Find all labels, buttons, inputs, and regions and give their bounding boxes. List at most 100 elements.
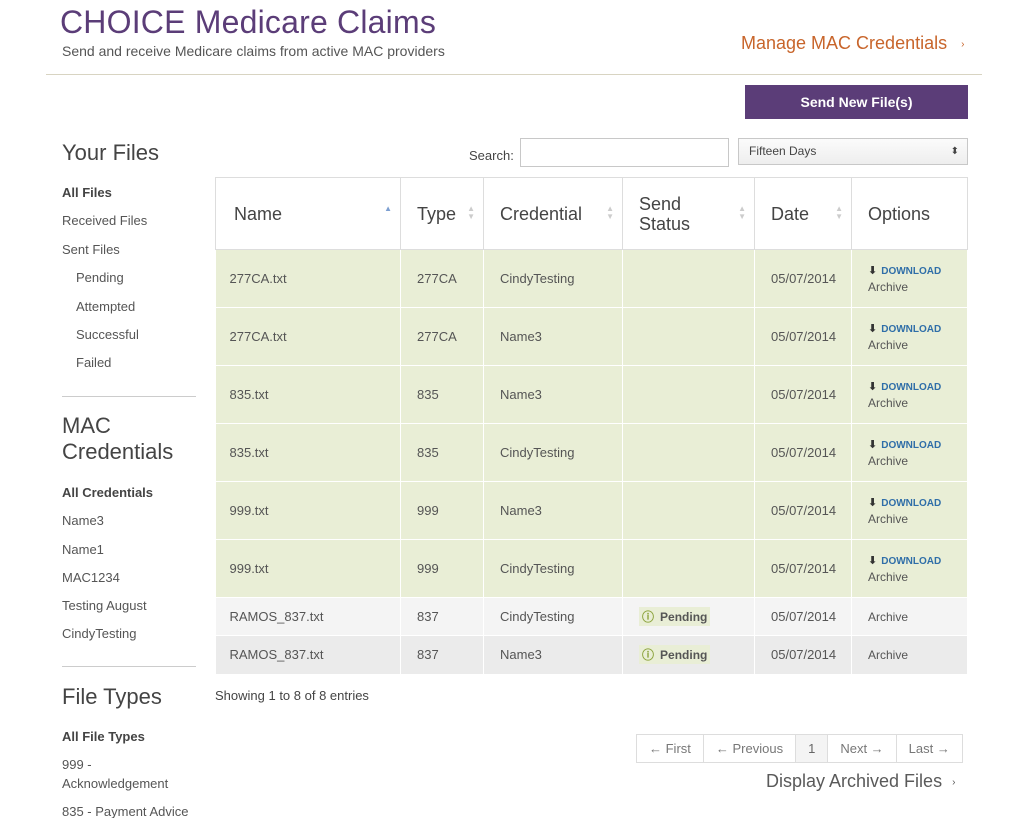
pager-last-button[interactable]: Last → <box>896 735 962 762</box>
sidebar-item-failed[interactable]: Failed <box>76 355 112 370</box>
cell-credential: CindyTesting <box>483 249 623 308</box>
sidebar-item-999-line1: 999 - <box>62 757 92 772</box>
table-row: RAMOS_837.txt 837 Name3 ⓘ Pending 05/07/2… <box>215 635 968 674</box>
download-link[interactable]: ⬇ DOWNLOAD <box>868 496 942 509</box>
sidebar-item-sent-files[interactable]: Sent Files <box>62 242 120 257</box>
cell-name: RAMOS_837.txt <box>215 635 401 674</box>
download-link[interactable]: ⬇ DOWNLOAD <box>868 380 942 393</box>
archive-link[interactable]: Archive <box>868 569 909 584</box>
cell-date: 05/07/2014 <box>754 635 852 674</box>
cell-options: ⬇ DOWNLOAD Archive <box>851 423 968 482</box>
sidebar-divider <box>62 396 196 397</box>
download-link[interactable]: ⬇ DOWNLOAD <box>868 438 942 451</box>
cell-date: 05/07/2014 <box>754 423 852 482</box>
archive-link[interactable]: Archive <box>868 647 909 662</box>
cell-date: 05/07/2014 <box>754 481 852 540</box>
sidebar-item-name3[interactable]: Name3 <box>62 513 104 528</box>
info-icon: ⓘ <box>642 648 655 663</box>
sidebar-item-successful[interactable]: Successful <box>76 327 139 342</box>
archive-link[interactable]: Archive <box>868 609 909 624</box>
cell-status: ⓘ Pending <box>622 597 755 636</box>
cell-status <box>622 481 755 540</box>
search-label: Search: <box>469 148 514 163</box>
table-row: 999.txt 999 Name3 05/07/2014 ⬇ DOWNLOAD A… <box>215 481 968 540</box>
download-icon: ⬇ <box>868 264 878 277</box>
display-archived-files-link[interactable]: Display Archived Files › <box>766 771 955 792</box>
cell-status <box>622 307 755 366</box>
cell-credential: CindyTesting <box>483 597 623 636</box>
column-header-send-status[interactable]: Send Status ▲ ▼ <box>622 177 755 250</box>
your-files-heading: Your Files <box>62 140 160 165</box>
chevron-right-icon: › <box>952 777 956 788</box>
cell-date: 05/07/2014 <box>754 539 852 598</box>
sidebar-item-testing-august[interactable]: Testing August <box>62 598 147 613</box>
mac-credentials-heading: MAC Credentials <box>62 413 173 465</box>
sidebar-item-835[interactable]: 835 - Payment Advice <box>62 804 189 818</box>
cell-type: 835 <box>400 365 484 424</box>
sort-icon: ▲ ▼ <box>738 204 746 221</box>
cell-options: ⬇ DOWNLOAD Archive <box>851 249 968 308</box>
table-row: 835.txt 835 CindyTesting 05/07/2014 ⬇ DOW… <box>215 423 968 482</box>
archive-link[interactable]: Archive <box>868 511 909 526</box>
cell-options: ⬇ DOWNLOAD Archive <box>851 481 968 540</box>
sidebar-item-999-line2: Acknowledgement <box>62 776 169 791</box>
archive-link[interactable]: Archive <box>868 453 909 468</box>
table-row: 835.txt 835 Name3 05/07/2014 ⬇ DOWNLOAD A… <box>215 365 968 424</box>
pager-first-button[interactable]: ← First <box>637 735 704 762</box>
sidebar-item-all-files[interactable]: All Files <box>62 185 112 200</box>
cell-options: ⬇ DOWNLOAD Archive <box>851 539 968 598</box>
cell-type: 835 <box>400 423 484 482</box>
sidebar-item-all-file-types[interactable]: All File Types <box>62 729 145 744</box>
sidebar-item-mac1234[interactable]: MAC1234 <box>62 570 120 585</box>
column-header-type[interactable]: Type ▲ ▼ <box>400 177 484 250</box>
archive-link[interactable]: Archive <box>868 395 909 410</box>
sidebar-item-cindytesting[interactable]: CindyTesting <box>62 626 137 641</box>
archive-link[interactable]: Archive <box>868 337 909 352</box>
cell-date: 05/07/2014 <box>754 307 852 366</box>
date-range-select[interactable]: Fifteen Days ⬍ <box>738 138 968 165</box>
pagination: ← First ← Previous 1 Next → Last → <box>636 734 963 763</box>
cell-date: 05/07/2014 <box>754 597 852 636</box>
cell-options: Archive <box>851 635 968 674</box>
sidebar-item-name1[interactable]: Name1 <box>62 542 104 557</box>
download-icon: ⬇ <box>868 496 878 509</box>
download-link[interactable]: ⬇ DOWNLOAD <box>868 264 942 277</box>
page-title: CHOICE Medicare Claims <box>60 4 437 40</box>
cell-date: 05/07/2014 <box>754 365 852 424</box>
status-badge: ⓘ Pending <box>639 607 711 626</box>
download-icon: ⬇ <box>868 554 878 567</box>
sort-icon: ▲ ▼ <box>606 204 614 221</box>
cell-options: Archive <box>851 597 968 636</box>
cell-type: 277CA <box>400 307 484 366</box>
pager-previous-button[interactable]: ← Previous <box>703 735 797 762</box>
sidebar-item-pending[interactable]: Pending <box>76 270 124 285</box>
cell-credential: CindyTesting <box>483 423 623 482</box>
pager-next-button[interactable]: Next → <box>828 735 897 762</box>
download-icon: ⬇ <box>868 438 878 451</box>
sort-icon: ▲ ▼ <box>467 204 475 221</box>
download-link[interactable]: ⬇ DOWNLOAD <box>868 322 942 335</box>
cell-status <box>622 539 755 598</box>
archive-link[interactable]: Archive <box>868 279 909 294</box>
cell-status <box>622 249 755 308</box>
sidebar-item-received-files[interactable]: Received Files <box>62 213 148 228</box>
column-header-credential[interactable]: Credential ▲ ▼ <box>483 177 623 250</box>
table-row: 277CA.txt 277CA Name3 05/07/2014 ⬇ DOWNLO… <box>215 307 968 366</box>
cell-credential: Name3 <box>483 481 623 540</box>
send-new-files-button[interactable]: Send New File(s) <box>745 85 968 119</box>
column-header-date[interactable]: Date ▲ ▼ <box>754 177 852 250</box>
cell-type: 999 <box>400 481 484 540</box>
manage-credentials-link[interactable]: Manage MAC Credentials › <box>741 33 964 54</box>
column-header-options: Options <box>851 177 968 250</box>
status-badge: ⓘ Pending <box>639 645 711 665</box>
sidebar-item-999[interactable]: 999 - Acknowledgement <box>62 757 168 791</box>
sidebar-item-attempted[interactable]: Attempted <box>76 299 136 314</box>
download-link[interactable]: ⬇ DOWNLOAD <box>868 554 942 567</box>
sidebar-item-all-credentials[interactable]: All Credentials <box>62 485 154 500</box>
cell-type: 837 <box>400 635 484 674</box>
cell-date: 05/07/2014 <box>754 249 852 308</box>
table-row: RAMOS_837.txt 837 CindyTesting ⓘ Pending … <box>215 597 968 636</box>
search-input[interactable] <box>520 138 729 167</box>
column-header-name[interactable]: Name ▲ <box>215 177 401 250</box>
pager-page-1[interactable]: 1 <box>796 735 829 762</box>
